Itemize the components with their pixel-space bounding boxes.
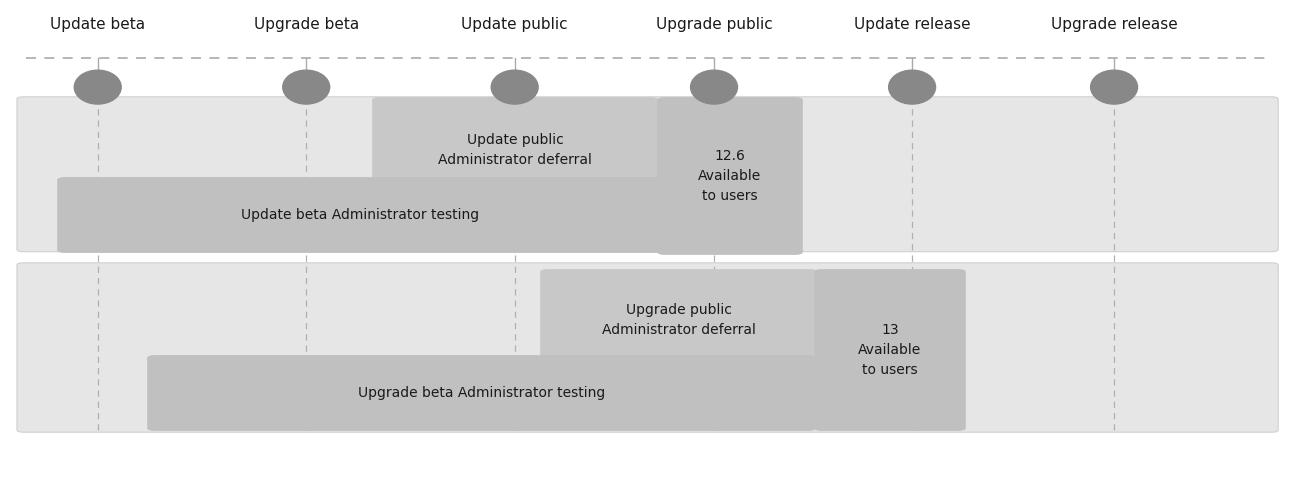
FancyBboxPatch shape <box>147 355 816 431</box>
FancyBboxPatch shape <box>57 177 663 253</box>
FancyBboxPatch shape <box>373 97 658 203</box>
Text: Upgrade public
Administrator deferral: Upgrade public Administrator deferral <box>602 303 756 337</box>
FancyBboxPatch shape <box>541 269 818 371</box>
Ellipse shape <box>283 70 330 104</box>
Text: 12.6
Available
to users: 12.6 Available to users <box>698 150 762 202</box>
Text: Upgrade public: Upgrade public <box>655 17 773 32</box>
Text: Update beta: Update beta <box>50 17 146 32</box>
Text: Upgrade beta: Upgrade beta <box>254 17 358 32</box>
Text: Update public: Update public <box>461 17 568 32</box>
Text: Upgrade release: Upgrade release <box>1050 17 1178 32</box>
FancyBboxPatch shape <box>17 263 1278 432</box>
FancyBboxPatch shape <box>657 97 803 255</box>
Ellipse shape <box>491 70 538 104</box>
Ellipse shape <box>74 70 121 104</box>
Ellipse shape <box>691 70 737 104</box>
Text: Update release: Update release <box>853 17 971 32</box>
FancyBboxPatch shape <box>17 97 1278 252</box>
Text: Update beta Administrator testing: Update beta Administrator testing <box>241 208 480 222</box>
Text: Update public
Administrator deferral: Update public Administrator deferral <box>438 133 592 167</box>
FancyBboxPatch shape <box>814 269 966 431</box>
Ellipse shape <box>889 70 936 104</box>
Text: Upgrade beta Administrator testing: Upgrade beta Administrator testing <box>358 386 605 400</box>
Ellipse shape <box>1091 70 1138 104</box>
Text: 13
Available
to users: 13 Available to users <box>859 323 921 377</box>
